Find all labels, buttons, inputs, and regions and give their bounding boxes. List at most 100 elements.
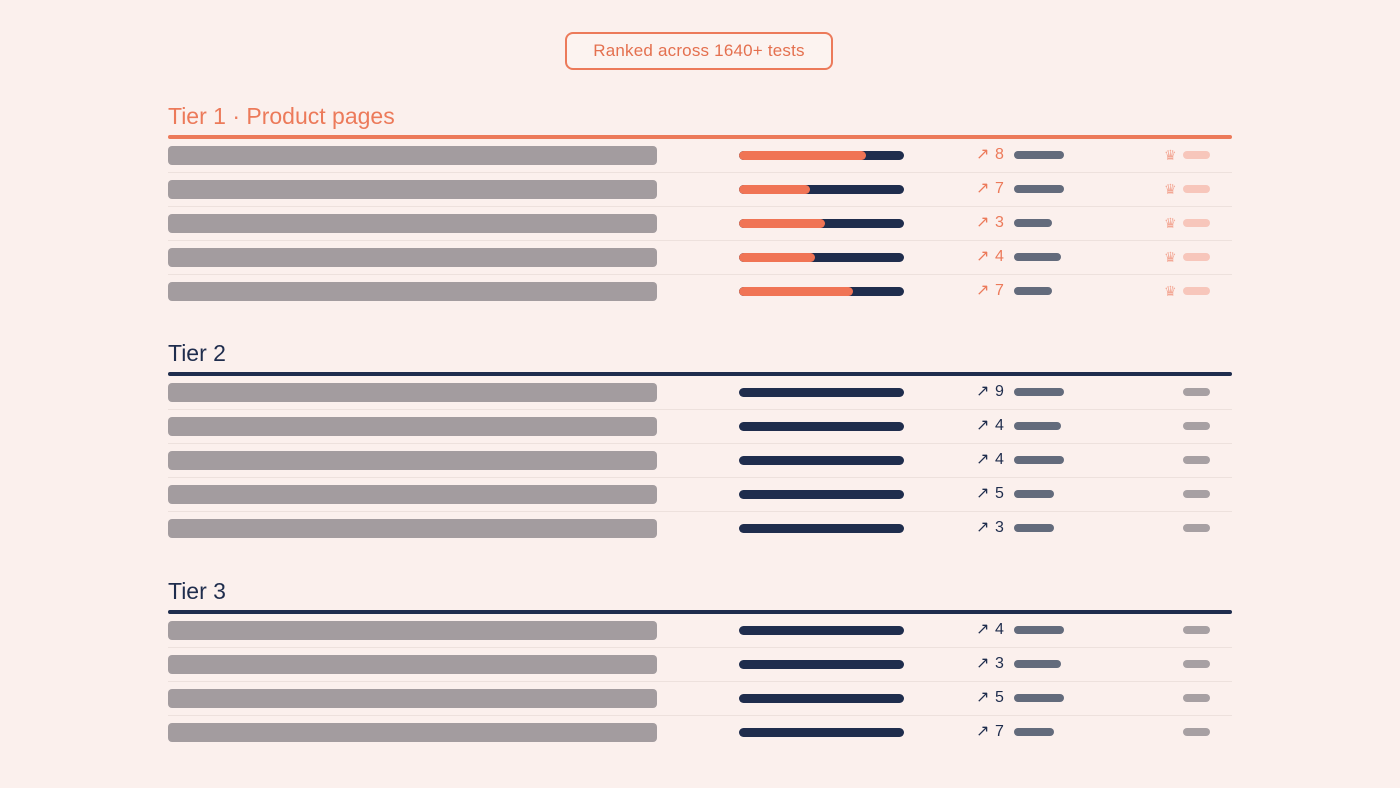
arrow-up-right-icon: ↗ (976, 146, 990, 163)
trend-value: 7 (995, 180, 1004, 197)
trend-bar (1014, 456, 1064, 464)
tier-title: Tier 3 (168, 578, 226, 604)
status-indicator (1183, 185, 1210, 193)
item-name-placeholder (168, 485, 657, 504)
score-progress-bar (739, 151, 904, 160)
trend-bar (1014, 660, 1061, 668)
item-name-placeholder (168, 689, 657, 708)
score-progress-bar (739, 490, 904, 499)
tier-rows: ↗ 8 ♛ ↗ 7 ♛ ↗ 3 ♛ ↗ 4 ♛ ↗ 7 ♛ (168, 139, 1232, 308)
item-name-placeholder (168, 180, 657, 199)
tier-divider (168, 610, 1232, 614)
trend-value: 9 (995, 383, 1004, 400)
score-progress-bar (739, 388, 904, 397)
trend-value: 5 (995, 689, 1004, 706)
table-row[interactable]: ↗ 7 (168, 716, 1232, 749)
tier-title: Tier 1 · Product pages (168, 103, 395, 129)
trend-value: 8 (995, 146, 1004, 163)
table-row[interactable]: ↗ 5 (168, 478, 1232, 512)
arrow-up-right-icon: ↗ (976, 485, 990, 502)
item-name-placeholder (168, 621, 657, 640)
item-name-placeholder (168, 248, 657, 267)
trend-bar (1014, 422, 1061, 430)
trend-bar (1014, 287, 1052, 295)
status-indicator (1183, 660, 1210, 668)
crown-icon: ♛ (1164, 181, 1177, 197)
table-row[interactable]: ↗ 5 (168, 682, 1232, 716)
arrow-up-right-icon: ↗ (976, 655, 990, 672)
score-progress-fill (739, 287, 853, 296)
score-progress-bar (739, 185, 904, 194)
table-row[interactable]: ↗ 3 ♛ (168, 207, 1232, 241)
score-progress-bar (739, 422, 904, 431)
arrow-up-right-icon: ↗ (976, 621, 990, 638)
arrow-up-right-icon: ↗ (976, 180, 990, 197)
trend-bar (1014, 728, 1054, 736)
status-indicator (1183, 490, 1210, 498)
crown-icon: ♛ (1164, 147, 1177, 163)
score-progress-bar (739, 456, 904, 465)
crown-icon: ♛ (1164, 215, 1177, 231)
trend-value: 3 (995, 214, 1004, 231)
item-name-placeholder (168, 723, 657, 742)
arrow-up-right-icon: ↗ (976, 248, 990, 265)
trend-bar (1014, 694, 1064, 702)
tier-title: Tier 2 (168, 340, 226, 366)
tier-rows: ↗ 9 ↗ 4 ↗ 4 ↗ 5 ↗ 3 (168, 376, 1232, 545)
trend-value: 3 (995, 655, 1004, 672)
table-row[interactable]: ↗ 4 (168, 410, 1232, 444)
table-row[interactable]: ↗ 3 (168, 648, 1232, 682)
trend-bar (1014, 185, 1064, 193)
table-row[interactable]: ↗ 4 (168, 614, 1232, 648)
trend-value: 4 (995, 451, 1004, 468)
arrow-up-right-icon: ↗ (976, 689, 990, 706)
arrow-up-right-icon: ↗ (976, 383, 990, 400)
score-progress-bar (739, 728, 904, 737)
tier-rows: ↗ 4 ↗ 3 ↗ 5 ↗ 7 (168, 614, 1232, 749)
score-progress-fill (739, 219, 825, 228)
item-name-placeholder (168, 383, 657, 402)
arrow-up-right-icon: ↗ (976, 214, 990, 231)
ranked-badge: Ranked across 1640+ tests (565, 32, 833, 70)
status-indicator (1183, 728, 1210, 736)
trend-bar (1014, 253, 1061, 261)
score-progress-bar (739, 524, 904, 533)
arrow-up-right-icon: ↗ (976, 417, 990, 434)
status-indicator (1183, 422, 1210, 430)
table-row[interactable]: ↗ 7 ♛ (168, 275, 1232, 308)
status-indicator (1183, 388, 1210, 396)
score-progress-bar (739, 626, 904, 635)
status-indicator (1183, 287, 1210, 295)
trend-bar (1014, 151, 1064, 159)
trend-value: 5 (995, 485, 1004, 502)
status-indicator (1183, 456, 1210, 464)
table-row[interactable]: ↗ 8 ♛ (168, 139, 1232, 173)
table-row[interactable]: ↗ 9 (168, 376, 1232, 410)
status-indicator (1183, 524, 1210, 532)
table-row[interactable]: ↗ 4 (168, 444, 1232, 478)
trend-value: 4 (995, 621, 1004, 638)
item-name-placeholder (168, 282, 657, 301)
tier-divider (168, 135, 1232, 139)
tier-section-3: Tier 3 ↗ 4 ↗ 3 ↗ 5 ↗ 7 (168, 576, 1232, 749)
tier-divider (168, 372, 1232, 376)
trend-value: 4 (995, 417, 1004, 434)
trend-bar (1014, 219, 1052, 227)
score-progress-fill (739, 253, 815, 262)
item-name-placeholder (168, 519, 657, 538)
score-progress-bar (739, 694, 904, 703)
score-progress-fill (739, 151, 867, 160)
score-progress-bar (739, 219, 904, 228)
table-row[interactable]: ↗ 7 ♛ (168, 173, 1232, 207)
arrow-up-right-icon: ↗ (976, 723, 990, 740)
score-progress-bar (739, 660, 904, 669)
table-row[interactable]: ↗ 3 (168, 512, 1232, 545)
arrow-up-right-icon: ↗ (976, 519, 990, 536)
trend-bar (1014, 388, 1064, 396)
item-name-placeholder (168, 655, 657, 674)
score-progress-bar (739, 253, 904, 262)
trend-value: 3 (995, 519, 1004, 536)
trend-value: 4 (995, 248, 1004, 265)
arrow-up-right-icon: ↗ (976, 451, 990, 468)
table-row[interactable]: ↗ 4 ♛ (168, 241, 1232, 275)
